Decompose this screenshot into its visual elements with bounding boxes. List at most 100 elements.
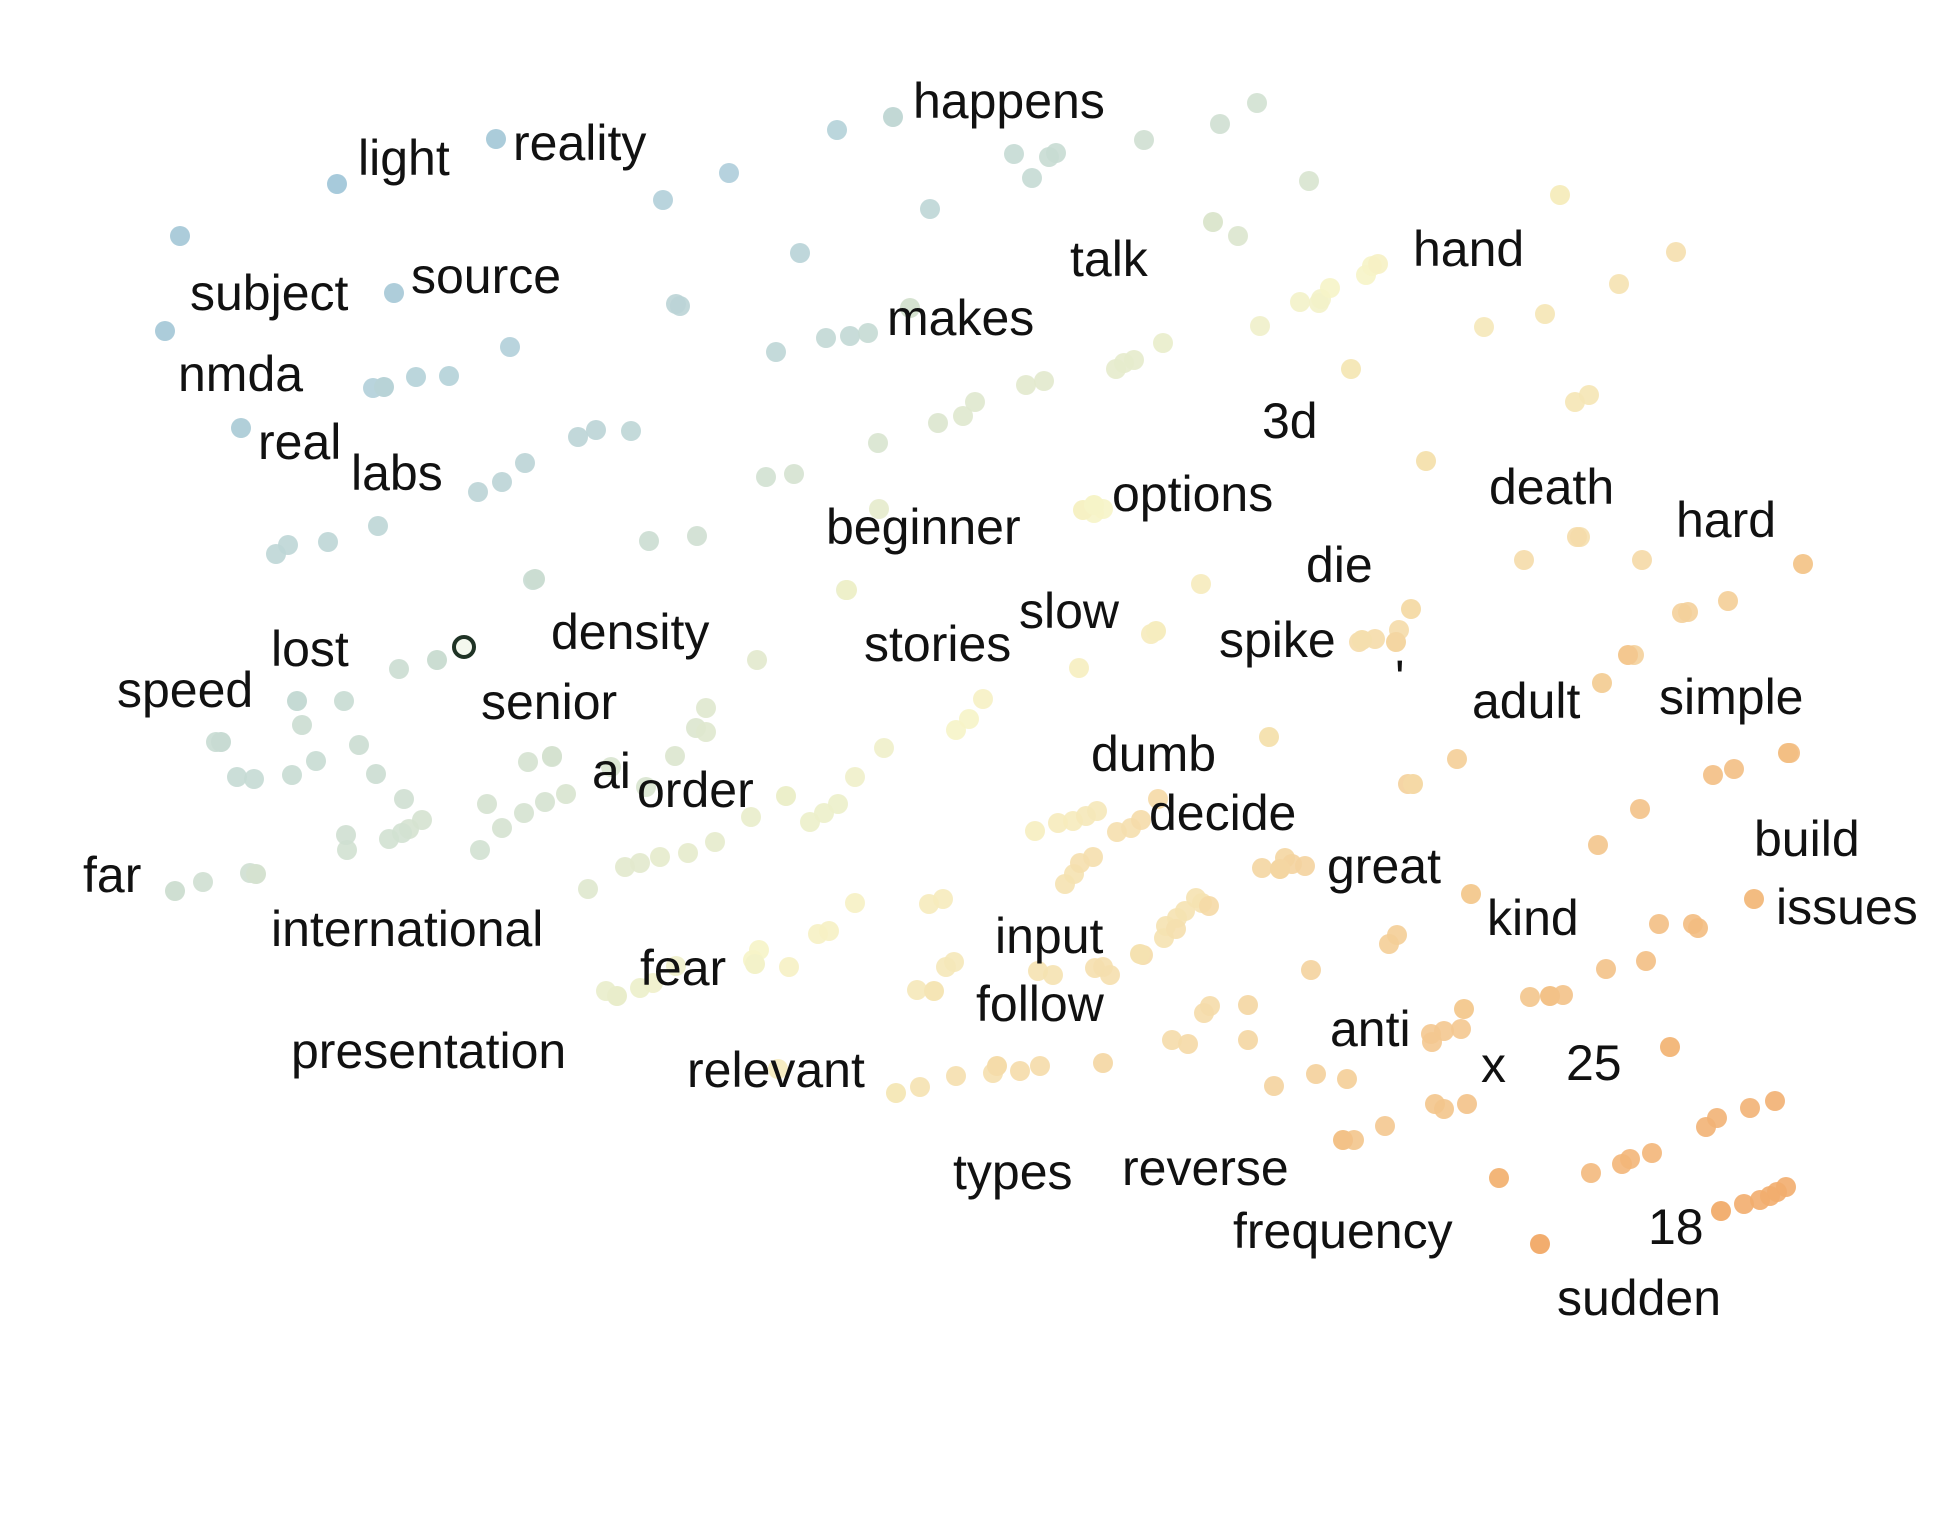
labeled-point: [374, 377, 394, 397]
scatter-point: [518, 752, 538, 772]
scatter-point: [768, 1059, 788, 1079]
scatter-point: [1734, 1194, 1754, 1214]
scatter-point: [1596, 959, 1616, 979]
scatter-point: [578, 879, 598, 899]
point-label: presentation: [291, 1023, 566, 1079]
scatter-point: [492, 818, 512, 838]
scatter-point: [687, 526, 707, 546]
labeled-point: [1454, 999, 1474, 1019]
labeled-point: [1416, 451, 1436, 471]
scatter-point: [1630, 799, 1650, 819]
scatter-point: [869, 499, 889, 519]
scatter-point: [845, 767, 865, 787]
scatter-point: [406, 367, 426, 387]
point-label: subject: [190, 265, 349, 321]
scatter-point: [1579, 385, 1599, 405]
scatter-point: [514, 803, 534, 823]
scatter-point: [696, 698, 716, 718]
highlighted-point: [452, 635, 476, 659]
labeled-point: [231, 418, 251, 438]
scatter-point: [784, 464, 804, 484]
scatter-point: [1250, 316, 1270, 336]
scatter-point: [1765, 1091, 1785, 1111]
point-label: reverse: [1122, 1140, 1289, 1196]
scatter-point: [601, 757, 621, 777]
point-label: dumb: [1091, 726, 1216, 782]
point-label: lost: [271, 621, 349, 677]
scatter-point: [766, 342, 786, 362]
scatter-point: [535, 792, 555, 812]
labeled-point: [486, 129, 506, 149]
point-label: hard: [1676, 492, 1776, 548]
scatter-point: [1642, 1143, 1662, 1163]
point-label: slow: [1019, 583, 1120, 639]
scatter-point: [470, 840, 490, 860]
scatter-point: [1199, 896, 1219, 916]
scatter-point: [1043, 965, 1063, 985]
labeled-point: [924, 981, 944, 1001]
scatter-point: [292, 715, 312, 735]
scatter-point: [1379, 934, 1399, 954]
labeled-point: [246, 864, 266, 884]
scatter-point: [1337, 1069, 1357, 1089]
labeled-point: [1084, 495, 1104, 515]
scatter-point: [1609, 274, 1629, 294]
scatter-point: [636, 777, 656, 797]
labeled-points: [155, 107, 1813, 1254]
labeled-point: [1793, 554, 1813, 574]
labeled-point: [900, 298, 920, 318]
scatter-point: [586, 420, 606, 440]
scatter-point: [933, 889, 953, 909]
scatter-point: [959, 709, 979, 729]
labeled-point: [165, 881, 185, 901]
scatter-point: [568, 427, 588, 447]
labeled-point: [1711, 1201, 1731, 1221]
scatter-point: [1034, 371, 1054, 391]
scatter-point: [1085, 958, 1105, 978]
scatter-point: [1153, 333, 1173, 353]
scatter-point: [1290, 292, 1310, 312]
scatter-point: [946, 1066, 966, 1086]
labeled-point: [170, 226, 190, 246]
labeled-point: [1259, 727, 1279, 747]
scatter-point: [874, 738, 894, 758]
scatter-point: [193, 872, 213, 892]
scatter-point: [1422, 1032, 1442, 1052]
scatter-point: [1567, 527, 1587, 547]
scatter-point: [678, 843, 698, 863]
scatter-point: [665, 746, 685, 766]
scatter-point: [719, 163, 739, 183]
scatter-point: [1200, 996, 1220, 1016]
scatter-point: [500, 337, 520, 357]
scatter-point: [244, 769, 264, 789]
point-label: ai: [592, 743, 631, 799]
scatter-point: [819, 921, 839, 941]
labeled-point: [525, 569, 545, 589]
point-label: light: [358, 130, 450, 186]
scatter-point: [282, 765, 302, 785]
scatter-point: [1238, 995, 1258, 1015]
labeled-point: [987, 1056, 1007, 1076]
point-label: senior: [481, 674, 617, 730]
labeled-point: [542, 746, 562, 766]
point-label: build: [1754, 811, 1860, 867]
scatter-point: [1069, 658, 1089, 678]
point-label: reality: [513, 115, 646, 171]
scatter-point: [1588, 835, 1608, 855]
scatter-point: [492, 472, 512, 492]
scatter-point: [1131, 810, 1151, 830]
point-label: nmda: [178, 346, 303, 402]
scatter-point: [227, 767, 247, 787]
scatter-point: [1375, 1116, 1395, 1136]
scatter-point: [1016, 375, 1036, 395]
scatter-point: [1368, 254, 1388, 274]
scatter-point: [1678, 602, 1698, 622]
scatter-point: [1148, 789, 1168, 809]
scatter-point: [1252, 858, 1272, 878]
labeled-point: [287, 691, 307, 711]
labeled-point: [1461, 884, 1481, 904]
scatter-point: [1191, 574, 1211, 594]
scatter-point: [1210, 114, 1230, 134]
point-label: spike: [1219, 612, 1336, 668]
scatter-point: [1703, 765, 1723, 785]
